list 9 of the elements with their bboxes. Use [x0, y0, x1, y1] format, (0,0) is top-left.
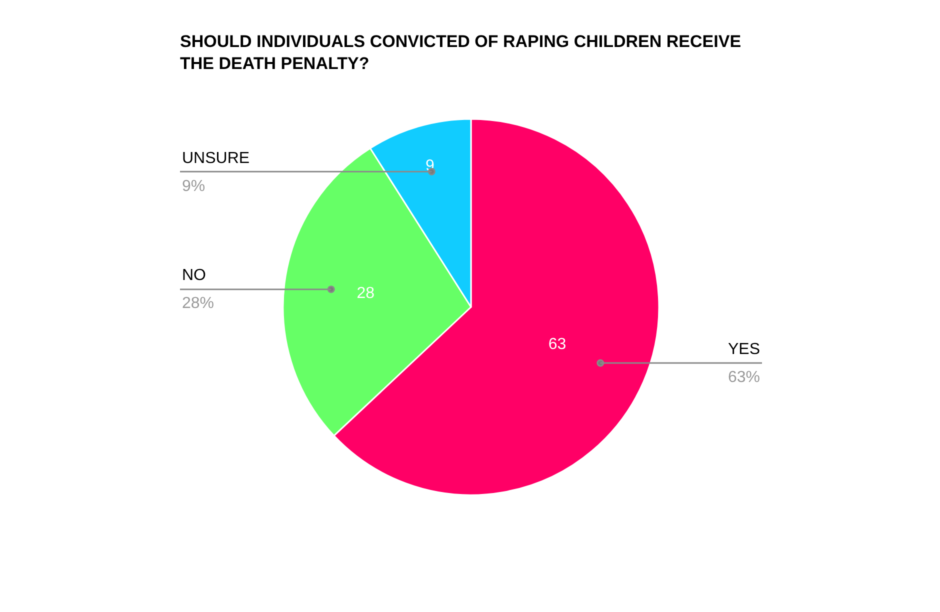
- chart-title: SHOULD INDIVIDUALS CONVICTED OF RAPING CHILDREN RECEIVE THE DEATH PENALTY?: [180, 32, 742, 74]
- text: 9%: [182, 178, 206, 195]
- text: 28%: [182, 295, 214, 312]
- data-label: 63: [548, 336, 566, 353]
- slice-label: NO: [182, 267, 206, 284]
- slice-label: UNSURE: [182, 150, 250, 167]
- slice-label: YES: [728, 341, 760, 358]
- text: 63%: [728, 369, 760, 386]
- data-label: 28: [356, 285, 375, 302]
